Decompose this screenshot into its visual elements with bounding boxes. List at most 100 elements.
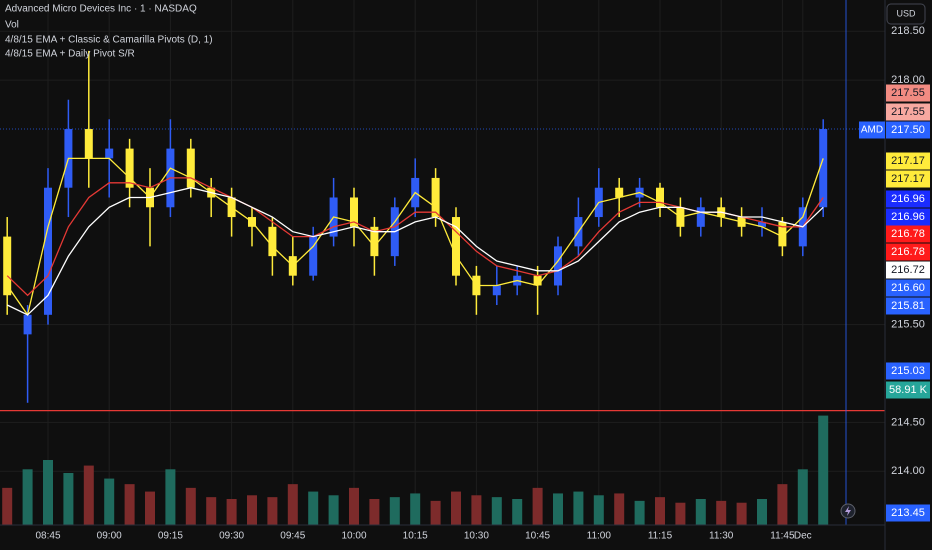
price-tag — [886, 170, 930, 188]
volume-bar — [777, 484, 788, 525]
volume-bar — [287, 484, 298, 525]
price-tag — [886, 362, 930, 380]
price-tag-label: 216.78 — [891, 228, 925, 240]
volume-bar — [267, 497, 278, 525]
volume-bar — [430, 500, 441, 525]
candle-body — [758, 221, 766, 227]
price-tag — [886, 243, 930, 261]
price-tag-label: 213.45 — [891, 507, 925, 519]
candle-body — [819, 129, 828, 208]
symbol-tag — [859, 121, 885, 139]
currency-label[interactable]: USD — [896, 8, 916, 18]
price-tag — [886, 84, 930, 102]
x-tick-label: 10:15 — [403, 531, 428, 542]
volume-bar — [104, 478, 115, 525]
volume-bar — [553, 493, 563, 525]
volume-bar — [349, 487, 359, 525]
price-tag-label: 216.72 — [891, 264, 925, 276]
volume-bar — [614, 493, 625, 525]
volume-bar — [736, 502, 747, 525]
candle-body — [615, 187, 624, 198]
candle-body — [3, 236, 12, 296]
volume-bar — [22, 469, 33, 525]
volume-bar — [165, 469, 176, 525]
chart-title: Advanced Micro Devices Inc · 1 · NASDAQ — [5, 4, 197, 15]
y-tick-label: 215.50 — [891, 318, 925, 330]
y-tick-label: 214.50 — [891, 416, 925, 428]
legend-line: 4/8/15 EMA + Daily Pivot S/R — [5, 49, 135, 60]
candle-body — [105, 148, 114, 159]
volume-bar — [797, 469, 808, 525]
volume-bar — [573, 491, 584, 525]
x-tick-label: Dec — [794, 531, 812, 542]
candle-body — [44, 187, 52, 315]
volume-bar — [675, 502, 686, 525]
volume-bar — [389, 497, 400, 525]
volume-bar — [145, 491, 155, 525]
x-tick-label: 09:00 — [97, 531, 122, 542]
price-tag-label: 217.17 — [891, 173, 925, 185]
last-price-tag — [886, 121, 930, 139]
volume-bar — [410, 493, 421, 525]
y-tick-label: 218.50 — [891, 25, 925, 37]
y-tick-label: 218.00 — [891, 74, 925, 86]
price-tag-label: 216.96 — [891, 211, 925, 223]
price-tag — [886, 103, 930, 121]
volume-bar — [63, 473, 74, 525]
volume-bar — [83, 465, 94, 525]
volume-bar — [226, 499, 237, 525]
candle-body — [350, 197, 358, 227]
price-tag — [886, 190, 930, 208]
price-tag — [886, 279, 930, 297]
candle-body — [452, 217, 460, 276]
volume-bar — [124, 484, 135, 525]
volume-bar — [532, 487, 543, 525]
legend-line: Vol — [5, 20, 19, 31]
price-tag — [886, 504, 930, 522]
x-tick-label: 09:30 — [219, 531, 244, 542]
x-tick-label: 09:45 — [280, 531, 305, 542]
candle-body — [370, 226, 379, 257]
price-tag — [886, 225, 930, 243]
volume-bar — [593, 495, 604, 525]
price-tag-label: 215.81 — [891, 300, 925, 312]
volume-bar — [451, 491, 461, 525]
volume-bar — [43, 460, 53, 525]
candle-body — [268, 226, 277, 257]
candle-body — [309, 236, 318, 276]
candle-body — [778, 221, 787, 247]
volume-bar — [818, 415, 829, 525]
ema-line — [6, 157, 824, 317]
candle-body — [554, 246, 562, 286]
volume-bar — [716, 500, 727, 525]
volume-bar — [206, 497, 217, 525]
volume-bar — [369, 499, 380, 525]
symbol-label: AMD — [861, 125, 883, 136]
price-tag — [886, 261, 930, 279]
currency-button[interactable] — [886, 3, 926, 25]
candle-body — [84, 129, 93, 159]
x-tick-label: 10:45 — [525, 531, 550, 542]
volume-bar — [328, 495, 339, 525]
alert-icon-bolt — [845, 506, 851, 516]
volume-bar — [634, 500, 645, 525]
volume-tag — [886, 381, 930, 399]
volume-tag-label: 58.91 K — [889, 384, 928, 396]
x-tick-label: 11:00 — [587, 531, 612, 542]
x-tick-label: 11:30 — [709, 531, 734, 542]
x-tick-label: 11:15 — [648, 531, 673, 542]
volume-bar — [695, 499, 706, 525]
x-tick-label: 10:00 — [341, 531, 366, 542]
candle-body — [533, 275, 542, 286]
legend-line: 4/8/15 EMA + Classic & Camarilla Pivots … — [5, 35, 213, 46]
price-tag-label: 216.60 — [891, 282, 925, 294]
last-price-label: 217.50 — [891, 124, 925, 136]
price-tag-label: 216.96 — [891, 193, 925, 205]
volume-bar — [491, 497, 502, 525]
candle-body — [186, 148, 195, 188]
price-tag-label: 217.55 — [891, 106, 925, 118]
candle-body — [23, 314, 32, 335]
y-tick-label: 214.00 — [891, 465, 925, 477]
